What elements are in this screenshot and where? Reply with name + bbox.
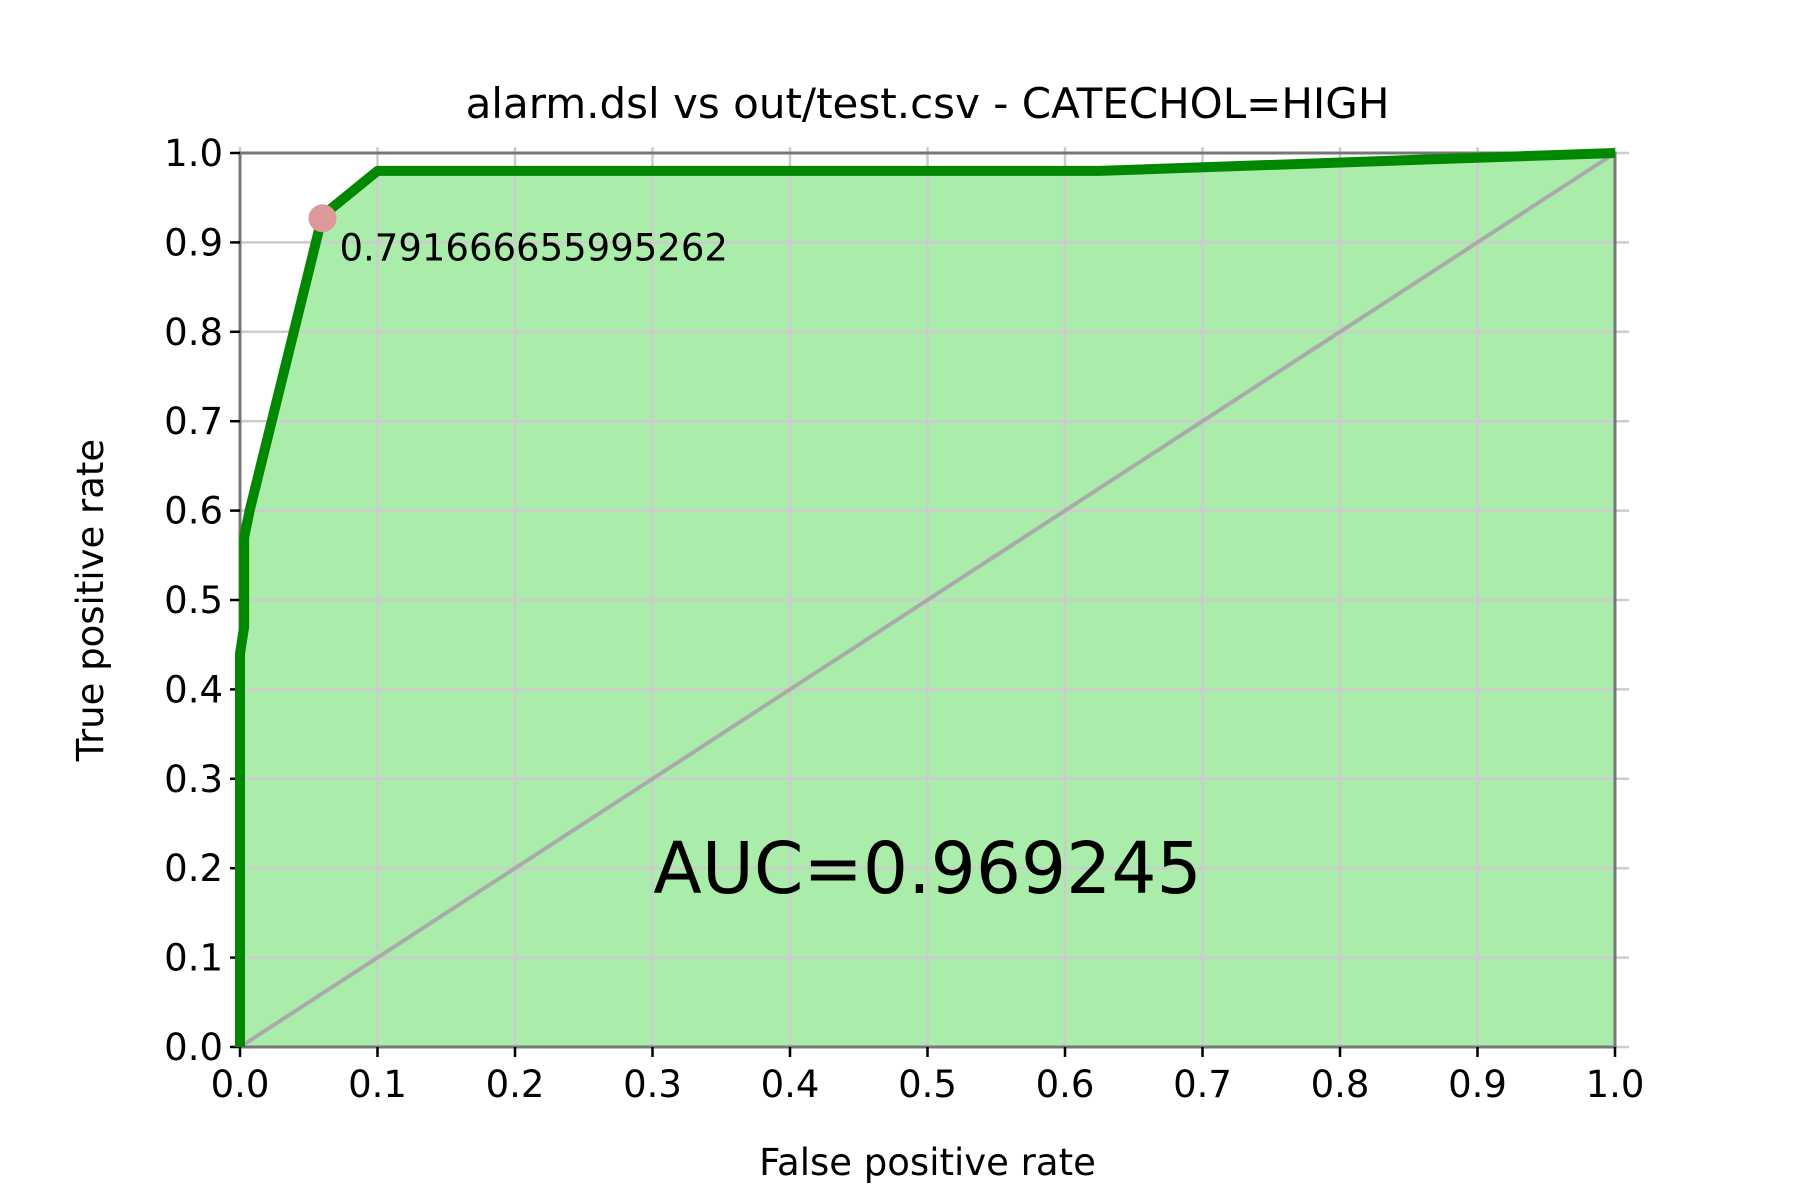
y-axis-label: True positive rate [69, 439, 112, 762]
threshold-label: 0.791666655995262 [340, 226, 728, 269]
y-tick-label: 0.8 [164, 311, 223, 354]
y-tick-label: 0.4 [164, 668, 223, 711]
y-tick-label: 0.2 [164, 847, 223, 890]
x-tick-label: 0.1 [348, 1063, 407, 1106]
y-tick-label: 1.0 [164, 132, 223, 175]
x-tick-label: 0.9 [1448, 1063, 1507, 1106]
x-tick-label: 0.2 [486, 1063, 545, 1106]
x-tick-label: 0.5 [898, 1063, 957, 1106]
y-tick-label: 0.0 [164, 1026, 223, 1069]
y-tick-label: 0.5 [164, 579, 223, 622]
x-tick-label: 0.8 [1311, 1063, 1370, 1106]
chart-title: alarm.dsl vs out/test.csv - CATECHOL=HIG… [466, 79, 1390, 128]
x-axis-label: False positive rate [759, 1141, 1096, 1184]
y-tick-label: 0.3 [164, 758, 223, 801]
y-tick-label: 0.7 [164, 400, 223, 443]
x-tick-label: 0.0 [211, 1063, 270, 1106]
y-tick-label: 0.9 [164, 221, 223, 264]
y-tick-label: 0.1 [164, 937, 223, 980]
x-tick-label: 1.0 [1586, 1063, 1645, 1106]
auc-label: AUC=0.969245 [653, 827, 1201, 910]
x-tick-label: 0.7 [1173, 1063, 1232, 1106]
x-tick-label: 0.4 [761, 1063, 820, 1106]
threshold-marker [308, 204, 337, 233]
roc-curve [235, 148, 1616, 1047]
y-tick-label: 0.6 [164, 490, 223, 533]
x-tick-label: 0.3 [623, 1063, 682, 1106]
axis-ticks: 0.0 0.1 0.2 0.3 0.4 0.5 0.6 0.7 0.8 0.9 1.0 0.0 0.1 0… [164, 132, 1644, 1106]
x-tick-label: 0.6 [1036, 1063, 1095, 1106]
diagonal-reference-line [238, 151, 1617, 1049]
